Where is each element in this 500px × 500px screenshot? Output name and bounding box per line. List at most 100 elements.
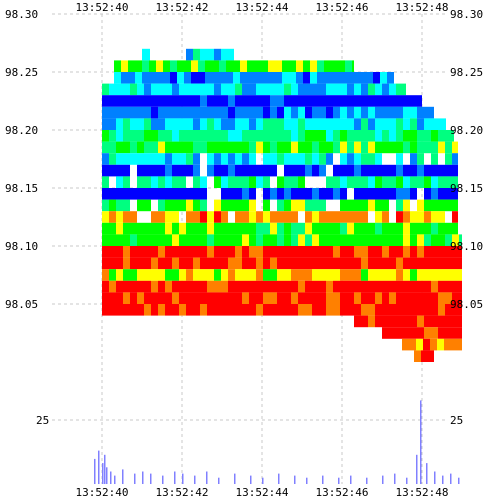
heat-cell <box>221 234 228 246</box>
volume-bar <box>134 473 136 484</box>
heat-cell <box>123 118 130 130</box>
heat-cell <box>228 269 235 281</box>
heat-cell <box>403 222 410 235</box>
heat-cell <box>326 141 333 154</box>
heat-cell <box>158 130 165 142</box>
heat-cell <box>340 257 347 270</box>
heat-cell <box>130 257 137 270</box>
heat-cell <box>389 188 396 200</box>
heat-cell <box>277 246 284 258</box>
heat-cell <box>431 211 438 223</box>
heat-cell <box>438 130 445 142</box>
heat-cell <box>158 83 165 96</box>
heat-cell <box>410 292 417 304</box>
heat-cell <box>235 304 242 316</box>
heat-cell <box>459 315 462 328</box>
heat-cell <box>277 292 284 304</box>
heat-cell <box>270 118 277 130</box>
heat-cell <box>375 222 382 235</box>
y-tick-label-right: 98.15 <box>450 182 483 195</box>
volume-tick-label-right: 25 <box>450 414 463 427</box>
heat-cell <box>291 141 298 154</box>
heat-cell <box>361 315 368 328</box>
heat-cell <box>193 199 200 212</box>
heat-cell <box>438 315 445 328</box>
heat-cell <box>228 257 235 270</box>
heat-cell <box>361 83 368 96</box>
heat-cell <box>193 304 200 316</box>
volume-bar <box>206 471 208 484</box>
heat-cell <box>214 153 221 165</box>
heat-cell <box>284 176 291 188</box>
heat-cell <box>333 141 340 154</box>
heat-cell <box>221 153 228 165</box>
heat-cell <box>298 153 305 165</box>
heat-cell <box>109 222 116 235</box>
heat-cell <box>137 130 144 142</box>
heat-cell <box>249 176 256 188</box>
heat-cell <box>123 199 130 212</box>
heat-cell <box>235 164 242 177</box>
heat-cell <box>172 211 179 223</box>
heat-cell <box>354 164 361 177</box>
heat-cell <box>438 211 445 223</box>
heat-cell <box>235 257 242 270</box>
heat-cell <box>382 234 389 246</box>
heat-cell <box>354 141 361 154</box>
heat-cell <box>298 106 305 119</box>
heat-cell <box>326 106 333 119</box>
heat-cell <box>137 222 144 235</box>
heat-cell <box>410 280 417 293</box>
heat-cell <box>179 269 186 281</box>
heat-cell <box>403 95 410 107</box>
heat-cell <box>410 315 417 328</box>
heat-cell <box>403 118 410 130</box>
heat-cell <box>361 269 368 281</box>
heat-cell <box>354 83 361 96</box>
heat-cell <box>263 130 270 142</box>
heat-cell <box>305 83 312 96</box>
heat-cell <box>291 304 298 316</box>
heat-cell <box>438 269 445 281</box>
heat-cell <box>396 234 403 246</box>
heat-cell <box>214 304 221 316</box>
heat-cell <box>424 118 431 130</box>
heat-cell <box>207 130 214 142</box>
heat-cell <box>298 292 305 304</box>
heat-cell <box>319 280 326 293</box>
heat-cell <box>424 199 431 212</box>
heat-cell <box>163 72 170 84</box>
volume-bar <box>114 475 116 484</box>
heat-cell <box>144 269 151 281</box>
heat-cell <box>193 211 200 223</box>
heat-cell <box>170 72 177 84</box>
heat-cell <box>333 83 340 96</box>
heat-cell <box>137 106 144 119</box>
heat-cell <box>361 141 368 154</box>
heat-cell <box>121 72 128 84</box>
heat-cell <box>193 292 200 304</box>
heat-cell <box>291 199 298 212</box>
heat-cell <box>172 222 179 235</box>
heat-cell <box>438 164 445 177</box>
heat-cell <box>291 222 298 235</box>
heat-cell <box>417 141 424 154</box>
heat-cell <box>291 130 298 142</box>
heat-cell <box>179 83 186 96</box>
heat-cell <box>445 315 452 328</box>
heat-cell <box>207 106 214 119</box>
heat-cell <box>270 292 277 304</box>
heat-cell <box>172 118 179 130</box>
heat-cell <box>417 257 424 270</box>
heat-cell <box>368 199 375 212</box>
volume-bar <box>98 450 100 484</box>
heat-cell <box>165 246 172 258</box>
heat-cell <box>326 95 333 107</box>
heat-cell <box>228 304 235 316</box>
heat-cell <box>312 83 319 96</box>
heat-cell <box>144 83 151 96</box>
heat-cell <box>375 130 382 142</box>
heat-cell <box>221 222 228 235</box>
heat-cell <box>424 280 431 293</box>
heat-cell <box>431 141 438 154</box>
